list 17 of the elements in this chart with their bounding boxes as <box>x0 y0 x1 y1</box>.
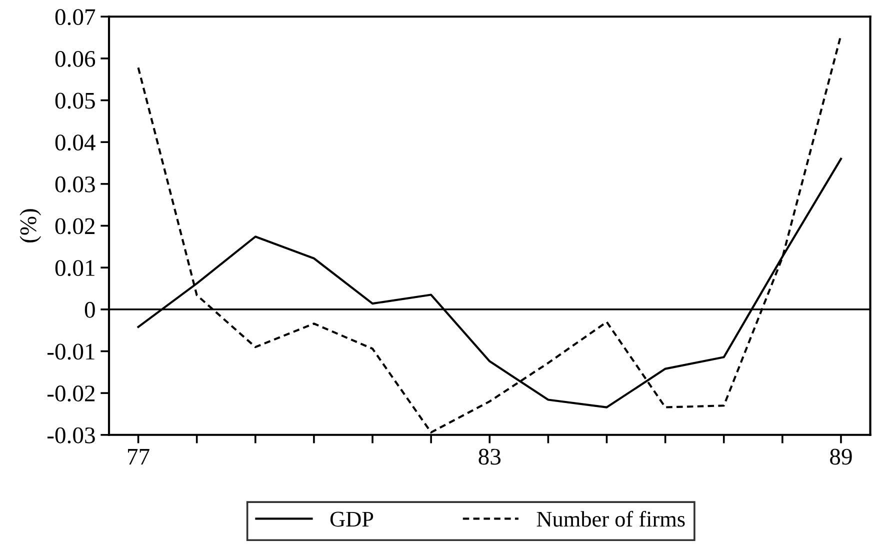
y-tick-label: -0.03 <box>48 427 95 444</box>
y-tick-label: 0 <box>84 302 95 318</box>
y-tick-label: 0.06 <box>55 50 96 67</box>
y-tick-label: 0.04 <box>55 134 96 151</box>
x-tick-label: 83 <box>478 448 501 465</box>
legend-label: Number of firms <box>536 510 685 527</box>
y-tick-label: 0.01 <box>55 260 94 276</box>
y-tick-label: 0.02 <box>55 218 95 234</box>
y-tick-label: 0.07 <box>55 9 96 26</box>
x-tick-label: 89 <box>830 448 852 465</box>
y-axis-title: (%) <box>20 209 42 242</box>
y-tick-label: -0.01 <box>48 344 94 360</box>
y-tick-label: -0.02 <box>48 386 95 402</box>
legend-label: GDP <box>330 512 374 527</box>
y-tick-label: 0.03 <box>55 176 95 192</box>
x-tick-label: 77 <box>128 449 150 464</box>
y-tick-label: 0.05 <box>55 92 95 109</box>
